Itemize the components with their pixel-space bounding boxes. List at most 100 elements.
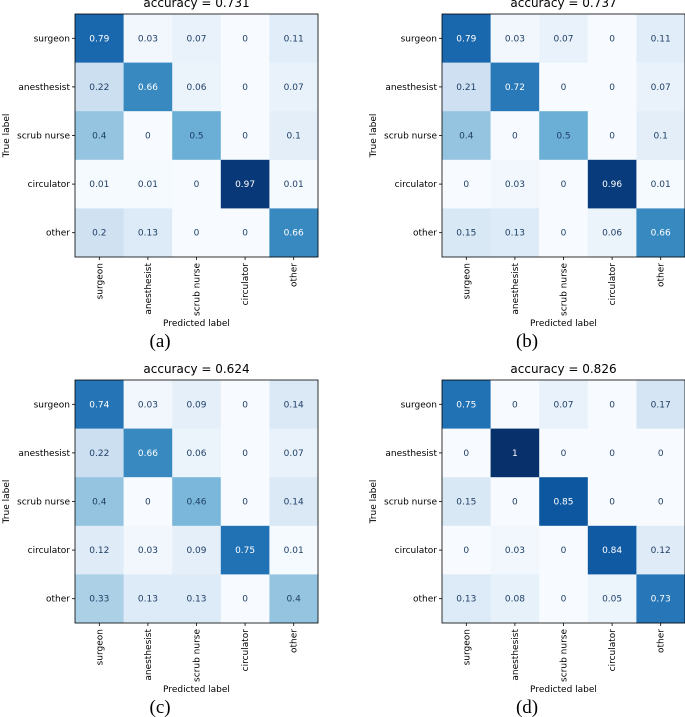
cell-value-label: 0	[145, 132, 151, 142]
cell-value-label: 0.73	[651, 595, 671, 605]
y-axis-label: True label	[369, 114, 379, 159]
x-axis-label: Predicted label	[163, 685, 230, 695]
heatmap-cell	[490, 477, 540, 527]
y-tick-label: anesthesist	[18, 83, 70, 93]
y-tick-label: scrub nurse	[17, 132, 70, 142]
cell-value-label: 0.07	[553, 34, 573, 44]
heatmap-cell	[636, 62, 685, 112]
heatmap-cell	[123, 477, 173, 527]
heatmap-cell	[587, 14, 637, 63]
cell-value-label: 0	[609, 132, 615, 142]
x-axis-label: Predicted label	[163, 319, 230, 329]
cell-value-label: 0.07	[284, 83, 304, 93]
confusion-matrix-panel: accuracy = 0.826 0.75 0 0.07 0 0.17 0 1 0 0 0 0.15 0…	[369, 362, 685, 717]
x-tick-label: circulator	[241, 629, 251, 672]
heatmap-cell	[636, 380, 685, 429]
cell-value-label: 0.13	[186, 595, 206, 605]
heatmap-cell	[75, 380, 124, 429]
cell-value-label: 0.13	[456, 595, 476, 605]
heatmap-cell	[220, 525, 270, 575]
cell-value-label: 0.75	[235, 546, 255, 556]
heatmap-cell	[587, 111, 637, 161]
heatmap-cell	[539, 525, 589, 575]
cell-value-label: 0.75	[456, 400, 476, 410]
heatmap-cell	[172, 380, 222, 429]
cell-value-label: 0.01	[651, 180, 671, 190]
heatmap-cell	[269, 62, 319, 112]
panel-caption: (d)	[516, 697, 538, 717]
confusion-matrix-panel: accuracy = 0.737 0.79 0.03 0.07 0 0.11 0.21 0.7…	[369, 0, 685, 352]
cell-value-label: 0.01	[284, 546, 304, 556]
x-tick-label: other	[290, 263, 300, 287]
cell-value-label: 0.07	[651, 83, 671, 93]
cell-value-label: 0	[145, 498, 151, 508]
heatmap-cell	[442, 111, 491, 161]
x-tick-label: anesthesist	[511, 629, 521, 681]
heatmap-cell	[172, 159, 222, 209]
cell-value-label: 1	[512, 449, 518, 459]
heatmap-cell	[636, 525, 685, 575]
cell-value-label: 0	[561, 595, 567, 605]
cell-value-label: 0	[609, 83, 615, 93]
x-tick-label: other	[290, 629, 300, 653]
heatmap-cell	[587, 159, 637, 209]
y-tick-label: circulator	[395, 180, 438, 190]
heatmap-cell	[636, 111, 685, 161]
x-axis-label: Predicted label	[530, 685, 597, 695]
chart-title: accuracy = 0.624	[143, 362, 249, 376]
heatmap-cell	[587, 380, 637, 429]
cell-value-label: 0.07	[284, 449, 304, 459]
cell-value-label: 0	[512, 132, 518, 142]
cell-value-label: 0.09	[186, 546, 206, 556]
cell-value-label: 0.66	[138, 83, 158, 93]
cell-value-label: 0.22	[89, 449, 109, 459]
heatmap-cell	[442, 380, 491, 429]
heatmap-cell	[636, 477, 685, 527]
y-tick-label: circulator	[28, 180, 71, 190]
heatmap-cell	[220, 428, 270, 478]
heatmap-cell	[539, 14, 589, 63]
heatmap-cell	[75, 159, 124, 209]
heatmap-cell	[172, 574, 222, 624]
heatmap-cell	[269, 14, 319, 63]
heatmap-cell	[75, 14, 124, 63]
heatmap-cell	[220, 477, 270, 527]
cell-value-label: 0.13	[138, 595, 158, 605]
heatmap-cell	[490, 111, 540, 161]
cell-value-label: 0.01	[138, 180, 158, 190]
cell-value-label: 0.96	[602, 180, 622, 190]
heatmap-cell	[123, 525, 173, 575]
cell-value-label: 0	[609, 498, 615, 508]
cell-value-label: 0	[561, 449, 567, 459]
cell-value-label: 0.03	[138, 546, 158, 556]
heatmap-cell	[220, 111, 270, 161]
cell-value-label: 0	[242, 449, 248, 459]
x-tick-label: scrub nurse	[193, 629, 203, 682]
y-tick-label: surgeon	[401, 400, 437, 410]
heatmap-cell	[442, 574, 491, 624]
heatmap-cell	[539, 477, 589, 527]
cell-value-label: 0.79	[456, 34, 476, 44]
x-tick-label: surgeon	[462, 263, 472, 299]
cell-value-label: 0.17	[651, 400, 671, 410]
heatmap-cell	[442, 477, 491, 527]
heatmap-cell	[220, 14, 270, 63]
y-tick-label: scrub nurse	[384, 132, 437, 142]
heatmap-cell	[539, 111, 589, 161]
heatmap-cell	[539, 159, 589, 209]
heatmap-cell	[220, 574, 270, 624]
cell-value-label: 0.4	[287, 595, 302, 605]
heatmap-cell	[490, 208, 540, 258]
cell-value-label: 0.03	[138, 34, 158, 44]
x-tick-label: scrub nurse	[560, 263, 570, 316]
cell-value-label: 0.07	[553, 400, 573, 410]
heatmap-cell	[123, 380, 173, 429]
y-tick-label: other	[46, 595, 70, 605]
heatmap-cell	[75, 111, 124, 161]
heatmap-cell	[269, 525, 319, 575]
heatmap-cell	[172, 111, 222, 161]
y-tick-label: surgeon	[401, 34, 437, 44]
heatmap-cell	[269, 159, 319, 209]
cell-value-label: 0.4	[459, 132, 474, 142]
